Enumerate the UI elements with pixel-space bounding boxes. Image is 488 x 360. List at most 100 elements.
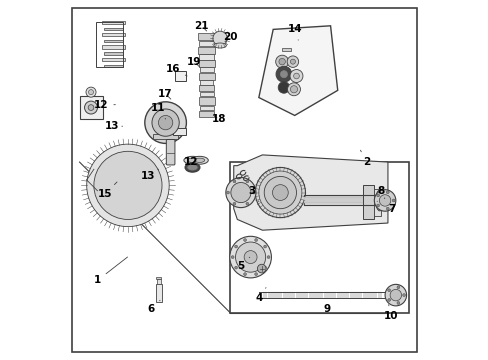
- Bar: [230, 162, 408, 313]
- Circle shape: [88, 90, 93, 95]
- Circle shape: [286, 56, 298, 67]
- Circle shape: [235, 242, 265, 272]
- Circle shape: [144, 102, 186, 143]
- Circle shape: [289, 69, 303, 82]
- Circle shape: [290, 59, 295, 64]
- Ellipse shape: [185, 163, 199, 172]
- Circle shape: [245, 180, 248, 183]
- Text: 18: 18: [212, 114, 226, 124]
- Bar: [199, 85, 214, 91]
- Bar: [373, 189, 381, 216]
- Bar: [258, 292, 394, 298]
- Bar: [198, 97, 215, 105]
- Text: 17: 17: [158, 89, 173, 99]
- Circle shape: [402, 294, 405, 297]
- Ellipse shape: [375, 190, 383, 211]
- Bar: [102, 21, 124, 24]
- Bar: [102, 58, 124, 61]
- Circle shape: [234, 266, 237, 269]
- Circle shape: [86, 87, 96, 97]
- Ellipse shape: [187, 165, 197, 170]
- Text: 13: 13: [140, 169, 158, 181]
- Circle shape: [254, 239, 257, 242]
- Bar: [200, 80, 213, 85]
- Text: 12: 12: [183, 157, 198, 167]
- Circle shape: [293, 73, 299, 79]
- Bar: [199, 73, 214, 80]
- Ellipse shape: [183, 156, 201, 164]
- Circle shape: [94, 151, 162, 220]
- Circle shape: [158, 116, 172, 130]
- Bar: [200, 106, 213, 110]
- Polygon shape: [258, 26, 337, 116]
- Circle shape: [257, 264, 265, 273]
- Text: 5: 5: [237, 257, 249, 271]
- Circle shape: [245, 202, 248, 205]
- FancyBboxPatch shape: [166, 139, 175, 165]
- Circle shape: [84, 101, 97, 114]
- Text: 4: 4: [255, 288, 265, 303]
- Bar: [156, 277, 161, 279]
- Text: 16: 16: [165, 64, 187, 76]
- Bar: [103, 64, 123, 67]
- Circle shape: [263, 266, 266, 269]
- Circle shape: [379, 195, 390, 206]
- Bar: [153, 134, 178, 139]
- Circle shape: [384, 284, 406, 306]
- Bar: [96, 22, 122, 67]
- Circle shape: [258, 171, 301, 214]
- Circle shape: [396, 286, 399, 289]
- Bar: [102, 33, 124, 36]
- Text: 7: 7: [384, 198, 394, 214]
- Ellipse shape: [255, 167, 305, 218]
- Text: 6: 6: [147, 300, 160, 314]
- Text: 2: 2: [360, 150, 369, 167]
- Text: 14: 14: [287, 24, 302, 40]
- Text: 9: 9: [323, 298, 330, 314]
- Bar: [198, 60, 215, 67]
- Bar: [199, 67, 214, 72]
- Bar: [174, 71, 185, 81]
- Circle shape: [152, 109, 179, 136]
- Circle shape: [387, 298, 390, 301]
- Circle shape: [243, 273, 246, 276]
- Bar: [199, 54, 214, 59]
- Circle shape: [373, 190, 395, 211]
- Bar: [362, 185, 373, 220]
- Text: 19: 19: [187, 57, 201, 67]
- Circle shape: [263, 245, 266, 248]
- Circle shape: [272, 185, 287, 201]
- Bar: [102, 45, 124, 49]
- Circle shape: [226, 191, 229, 194]
- Ellipse shape: [213, 43, 226, 48]
- Circle shape: [278, 58, 285, 65]
- Circle shape: [280, 71, 287, 78]
- Circle shape: [231, 256, 234, 258]
- Bar: [157, 279, 160, 284]
- Circle shape: [387, 289, 390, 292]
- Bar: [200, 92, 213, 96]
- Bar: [155, 284, 162, 302]
- Bar: [199, 111, 214, 117]
- Circle shape: [88, 105, 94, 111]
- Circle shape: [376, 204, 379, 207]
- Text: 1: 1: [94, 257, 127, 285]
- Bar: [282, 48, 290, 51]
- Text: 21: 21: [194, 21, 208, 31]
- Circle shape: [287, 83, 300, 96]
- Text: 3: 3: [247, 186, 258, 202]
- Circle shape: [275, 55, 288, 68]
- Text: 12: 12: [94, 100, 115, 110]
- Text: 15: 15: [97, 182, 117, 199]
- Circle shape: [266, 256, 269, 258]
- Circle shape: [376, 194, 379, 197]
- Bar: [199, 41, 214, 46]
- Circle shape: [244, 251, 257, 264]
- Bar: [103, 40, 123, 42]
- Text: 8: 8: [376, 186, 384, 202]
- Circle shape: [389, 289, 401, 301]
- Circle shape: [234, 245, 237, 248]
- Bar: [103, 28, 123, 30]
- Circle shape: [386, 191, 388, 194]
- Circle shape: [386, 207, 388, 210]
